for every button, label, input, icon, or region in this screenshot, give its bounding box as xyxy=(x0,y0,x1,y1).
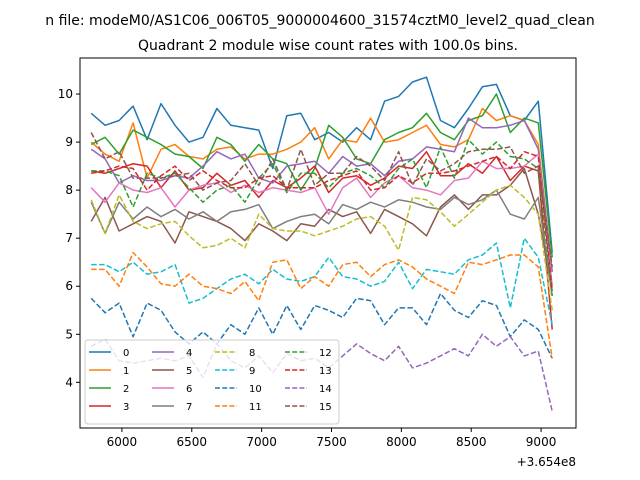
legend-label-4: 4 xyxy=(186,348,192,359)
x-tick-label: 6500 xyxy=(177,435,208,449)
series-line-8 xyxy=(90,184,553,311)
series-line-2 xyxy=(90,93,553,258)
x-tick-label: 8500 xyxy=(456,435,487,449)
series-line-11 xyxy=(91,251,553,359)
x-tick-label: 8000 xyxy=(386,435,417,449)
x-axis: 6000 6500 7000 7500 8000 8500 9000 xyxy=(107,428,557,449)
legend-label-15: 15 xyxy=(319,402,332,413)
legend-label-8: 8 xyxy=(249,348,255,359)
series-line-0 xyxy=(90,76,553,253)
legend-label-11: 11 xyxy=(249,402,262,413)
y-tick-label: 7 xyxy=(65,231,73,245)
suptitle: n file: modeM0/AS1C06_006T05_9000004600_… xyxy=(45,13,594,29)
legend-label-12: 12 xyxy=(319,348,332,359)
legend-label-6: 6 xyxy=(186,384,192,395)
legend-label-9: 9 xyxy=(249,366,255,377)
y-tick-label: 8 xyxy=(65,183,73,197)
axes-frame xyxy=(79,57,577,429)
series-line-3 xyxy=(91,150,553,330)
y-tick-label: 10 xyxy=(58,87,73,101)
series-line-13 xyxy=(91,150,553,292)
legend-frame xyxy=(84,339,340,425)
legend-label-2: 2 xyxy=(123,384,129,395)
series-line-1 xyxy=(90,107,553,272)
x-offset-text: +3.654e8 xyxy=(517,455,576,469)
series-line-10 xyxy=(90,292,553,359)
legend-label-0: 0 xyxy=(123,348,129,359)
series-line-4 xyxy=(90,117,553,272)
legend-label-14: 14 xyxy=(319,384,332,395)
legend-label-1: 1 xyxy=(123,366,129,377)
legend-label-5: 5 xyxy=(186,366,192,377)
y-axis: 4 5 6 7 8 9 10 xyxy=(58,87,80,389)
series-layer xyxy=(90,76,553,412)
x-tick-label: 7000 xyxy=(246,435,277,449)
series-line-6 xyxy=(90,153,553,287)
legend-label-13: 13 xyxy=(319,366,332,377)
legend-label-7: 7 xyxy=(186,402,192,413)
legend-label-10: 10 xyxy=(249,384,262,395)
series-line-12 xyxy=(91,138,553,296)
chart-title: Quadrant 2 module wise count rates with … xyxy=(138,38,518,54)
y-tick-label: 4 xyxy=(65,375,73,389)
series-line-15 xyxy=(90,132,553,268)
y-tick-label: 9 xyxy=(65,135,73,149)
y-tick-label: 5 xyxy=(65,327,73,341)
y-tick-label: 6 xyxy=(65,279,73,293)
x-tick-label: 6000 xyxy=(107,435,138,449)
series-line-7 xyxy=(90,189,553,297)
x-tick-label: 9000 xyxy=(526,435,557,449)
legend-label-3: 3 xyxy=(123,402,129,413)
series-line-9 xyxy=(91,237,553,325)
x-tick-label: 7500 xyxy=(316,435,347,449)
